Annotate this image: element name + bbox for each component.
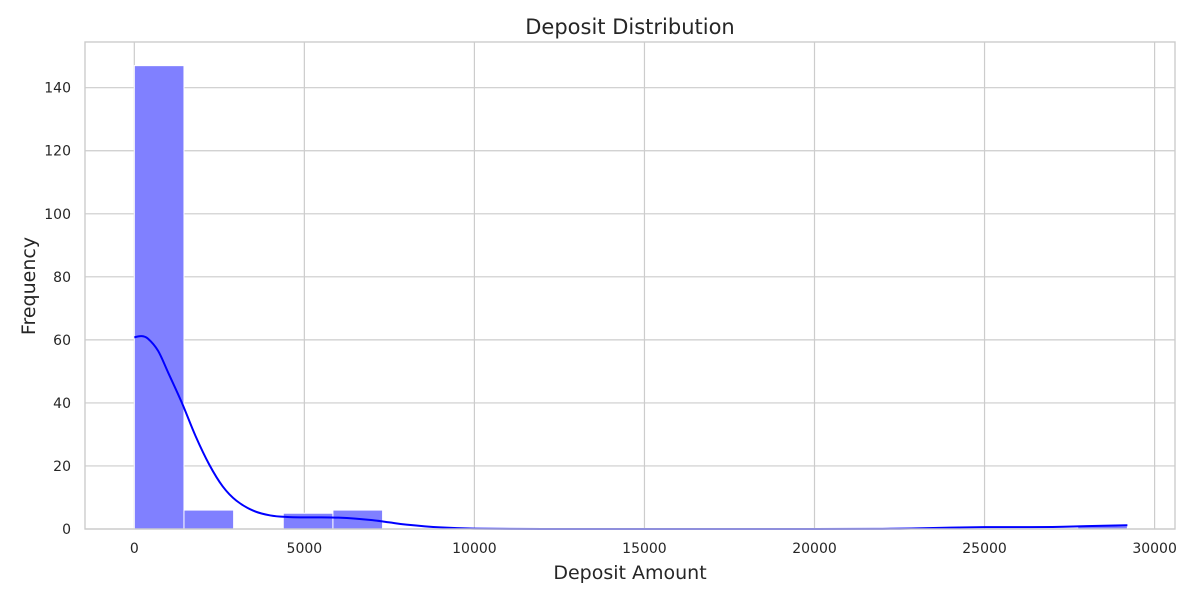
x-tick-label: 5000 — [287, 541, 323, 557]
x-tick-label: 30000 — [1132, 541, 1177, 557]
y-tick-label: 0 — [62, 522, 71, 538]
y-tick-label: 120 — [44, 144, 71, 160]
kde-line — [134, 335, 1128, 531]
x-axis-label: Deposit Amount — [553, 562, 706, 584]
x-tick-label: 25000 — [962, 541, 1007, 557]
grid-lines — [85, 42, 1175, 530]
kde-curve-group — [134, 335, 1128, 531]
y-tick-label: 140 — [44, 81, 71, 97]
x-tick-label: 15000 — [622, 541, 667, 557]
y-tick-label: 40 — [53, 396, 71, 412]
x-tick-label: 0 — [130, 541, 139, 557]
y-tick-labels: 0 20 40 60 80 100 120 140 — [44, 81, 71, 538]
x-tick-label: 20000 — [792, 541, 837, 557]
y-tick-label: 60 — [53, 333, 71, 349]
x-tick-label: 10000 — [452, 541, 497, 557]
histogram-bar — [133, 65, 185, 530]
x-tick-labels: 0 5000 10000 15000 20000 25000 30000 — [130, 541, 1177, 557]
chart-title: Deposit Distribution — [525, 15, 734, 39]
y-axis-label: Frequency — [18, 237, 40, 335]
histogram-bar — [183, 509, 235, 530]
plot-frame — [84, 41, 1176, 530]
histogram-bar — [282, 512, 334, 530]
y-tick-label: 100 — [44, 207, 71, 223]
y-tick-label: 80 — [53, 270, 71, 286]
y-tick-label: 20 — [53, 459, 71, 475]
histogram-bars — [133, 65, 1128, 530]
